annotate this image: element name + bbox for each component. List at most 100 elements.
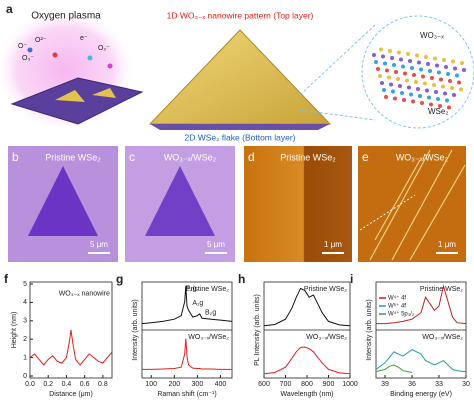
atom — [418, 94, 422, 98]
atom — [443, 91, 447, 96]
annotation: WO₃₋ₓ nanowire — [59, 290, 110, 297]
inset-circle — [361, 15, 474, 129]
atom — [451, 59, 455, 64]
atom — [439, 77, 443, 82]
triangle-base — [150, 124, 330, 130]
particle — [107, 63, 113, 69]
x-tick-label: 400 — [215, 381, 227, 388]
particle — [87, 55, 93, 61]
atom — [374, 60, 378, 64]
atom — [446, 72, 450, 76]
scale-label: 5 μm — [207, 240, 225, 249]
image-label: WO₃₋ₓ/WSe₂ — [396, 152, 449, 162]
atom — [390, 56, 394, 60]
small-triangle — [55, 90, 85, 102]
small-triangle — [92, 88, 116, 98]
y-tick-label: 1 — [23, 354, 27, 361]
atom — [392, 63, 396, 67]
atom — [444, 65, 448, 69]
x-axis-label: Binding energy (eV) — [390, 391, 452, 398]
atom — [399, 57, 403, 62]
legend-label: W⁶⁺ 4f — [388, 303, 406, 310]
atom — [460, 61, 464, 65]
charts: f 0.0 0.2 0.4 0.6 0.8 Distance (μm) Height (nm)… — [4, 272, 470, 398]
atom — [432, 83, 436, 87]
x-tick-label: 200 — [168, 381, 180, 388]
line — [141, 286, 233, 325]
atom — [381, 54, 385, 59]
panel-letter: f — [4, 272, 9, 286]
flake-image — [145, 166, 215, 236]
atom — [408, 59, 412, 63]
x-tick-label: 800 — [301, 381, 313, 388]
atom — [426, 62, 430, 66]
lattice — [372, 47, 466, 110]
y-tick-label: 0 — [23, 373, 27, 380]
afm-image — [358, 146, 466, 262]
atom — [438, 104, 442, 108]
atom — [435, 63, 439, 68]
panel-label: WO₃₋ₓ/WSe₂ — [306, 334, 347, 341]
panel-label: WO₃₋ₓ/WSe₂ — [188, 334, 229, 341]
atom — [428, 69, 432, 73]
zoom-line — [299, 109, 376, 121]
species: O⁻ — [18, 43, 27, 50]
atom — [400, 91, 404, 95]
x-tick-label: 700 — [280, 381, 292, 388]
atom — [379, 47, 383, 52]
atom — [434, 90, 438, 94]
x-axis-label: Raman shift (cm⁻¹) — [157, 391, 216, 398]
x-tick-label: 1000 — [342, 381, 358, 388]
x-tick-label: 0.2 — [43, 381, 53, 388]
x-tick-label: 36 — [408, 381, 416, 388]
atom — [462, 68, 466, 72]
line — [375, 349, 467, 373]
panel-letter: a — [6, 2, 13, 16]
plasma-label: Oxygen plasma — [31, 11, 101, 22]
x-tick-label: 100 — [145, 381, 157, 388]
atom — [455, 73, 459, 78]
atom — [387, 75, 391, 80]
inset-label: WO₃₋ₓ — [420, 31, 444, 40]
line — [29, 329, 113, 366]
line — [375, 364, 413, 373]
panel-label: WO₃₋ₓ/WSe₂ — [422, 334, 463, 341]
atom — [382, 88, 386, 92]
y-axis-label: PL Intensity (arb. units) — [254, 294, 261, 366]
atom — [421, 74, 425, 79]
species: e⁻ — [80, 35, 88, 42]
atom — [406, 52, 410, 56]
inset-label: WSe₂ — [428, 107, 448, 116]
panel-letter: b — [12, 150, 19, 164]
image-labels: b Pristine WSe₂ 5 μm c WO₃₋ₓ/WSe₂ 5 μm d Pristi… — [12, 150, 458, 254]
atom — [380, 81, 384, 85]
atom — [410, 66, 414, 70]
profile-line — [359, 194, 416, 231]
atom — [396, 77, 400, 81]
image-label: Pristine WSe₂ — [280, 152, 336, 162]
atom — [419, 67, 423, 72]
atom — [411, 99, 415, 104]
atom — [402, 98, 406, 102]
x-tick-label: 0.8 — [98, 381, 108, 388]
panel-letter: e — [362, 150, 369, 164]
y-axis-label: Height (nm) — [11, 312, 18, 349]
scale-label: 1 μm — [324, 240, 342, 249]
panel-label: Pristine WSe₂ — [186, 286, 229, 293]
x-axis-label: Wavelength (nm) — [280, 391, 333, 398]
atom — [448, 79, 452, 83]
annotation: A₁g — [192, 300, 203, 307]
atom — [385, 68, 389, 73]
annotation: B₂g — [205, 310, 216, 317]
species: O₃⁻ — [22, 55, 34, 62]
atom — [424, 55, 428, 59]
image-label: Pristine WSe₂ — [45, 152, 101, 162]
atom — [442, 58, 446, 62]
x-axis-label: Distance (μm) — [49, 391, 93, 398]
flake-image — [28, 166, 98, 236]
line — [142, 338, 232, 370]
x-tick-label: 0.6 — [80, 381, 90, 388]
legend-label: W⁴⁺ 4f — [388, 295, 406, 302]
atom — [457, 80, 461, 85]
x-tick-label: 600 — [258, 381, 270, 388]
